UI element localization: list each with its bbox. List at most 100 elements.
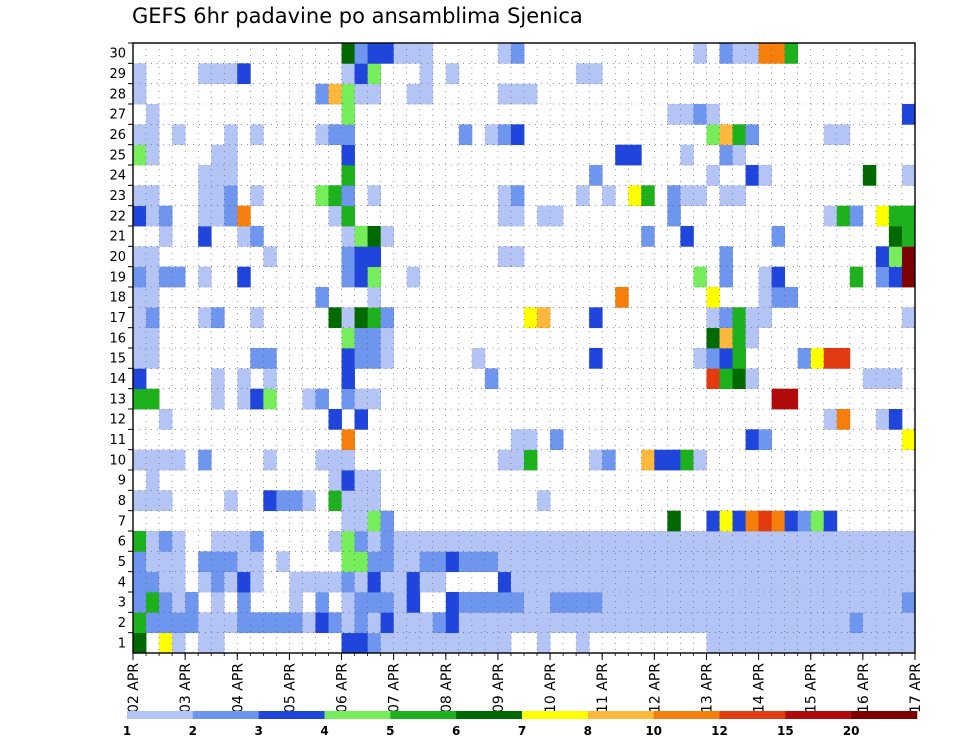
heatmap-cell	[497, 612, 512, 634]
colorbar-label: 10	[645, 724, 662, 738]
heatmap-cell	[380, 307, 395, 329]
heatmap-cell	[537, 551, 551, 573]
heatmap-cell	[419, 83, 434, 105]
heatmap-cell	[667, 104, 681, 125]
heatmap-cell	[719, 612, 733, 634]
heatmap-cell	[875, 266, 890, 288]
heatmap-cell	[198, 307, 212, 329]
heatmap-cell	[250, 226, 264, 247]
heatmap-cell	[537, 592, 551, 613]
heatmap-cell	[432, 551, 447, 573]
heatmap-cell	[680, 571, 694, 593]
x-tick-label: 03 APR	[178, 663, 194, 713]
colorbar-label: 12	[711, 724, 728, 738]
y-tick-label: 25	[109, 148, 126, 163]
heatmap-cell	[875, 592, 890, 613]
heatmap-cell	[563, 592, 577, 613]
heatmap-cell	[250, 551, 264, 573]
heatmap-cell	[810, 592, 825, 613]
colorbar-label: 6	[452, 724, 460, 738]
heatmap-cell	[784, 612, 799, 634]
heatmap-cell	[888, 551, 903, 573]
heatmap-cell	[315, 83, 329, 105]
heatmap-cell	[641, 551, 655, 573]
y-tick-label: 20	[109, 250, 126, 265]
x-tick-label: 17 APR	[908, 663, 924, 713]
heatmap-cell	[172, 124, 186, 146]
y-tick-label: 11	[109, 433, 126, 448]
heatmap-cell	[797, 592, 812, 613]
heatmap-cell	[133, 531, 147, 552]
heatmap-cell	[172, 632, 186, 654]
heatmap-cell	[745, 429, 759, 451]
heatmap-cell	[380, 327, 395, 349]
heatmap-cell	[224, 205, 238, 227]
heatmap-cell	[315, 388, 329, 410]
heatmap-cell	[745, 307, 759, 329]
heatmap-cell	[133, 449, 147, 471]
heatmap-cell	[315, 592, 329, 613]
heatmap-cell	[146, 124, 160, 146]
heatmap-cell	[706, 307, 720, 329]
heatmap-cell	[745, 612, 759, 634]
heatmap-cell	[615, 551, 629, 573]
heatmap-cell	[133, 348, 147, 369]
heatmap-cell	[849, 612, 864, 634]
heatmap-cell	[497, 551, 512, 573]
heatmap-cell	[250, 185, 264, 207]
heatmap-cell	[758, 551, 773, 573]
heatmap-cell	[354, 409, 368, 430]
heatmap-cell	[133, 388, 147, 410]
heatmap-cell	[315, 449, 329, 471]
heatmap-cell	[836, 205, 851, 227]
colorbar-label: 3	[254, 724, 262, 738]
heatmap-cell	[784, 551, 799, 573]
heatmap-cell	[784, 388, 799, 410]
heatmap-cell	[758, 632, 773, 654]
heatmap-cell	[758, 510, 773, 532]
heatmap-cell	[419, 612, 434, 634]
heatmap-cell	[550, 531, 564, 552]
heatmap-cell	[406, 632, 421, 654]
heatmap-cell	[510, 612, 525, 634]
y-tick-label: 19	[109, 270, 126, 285]
heatmap-cell	[888, 246, 903, 268]
heatmap-cell	[849, 531, 864, 552]
heatmap-cell	[146, 104, 160, 125]
heatmap-cell	[367, 470, 382, 491]
heatmap-cell	[693, 551, 707, 573]
heatmap-cell	[133, 83, 147, 105]
heatmap-cell	[745, 551, 759, 573]
heatmap-cell	[706, 612, 720, 634]
colorbar-swatch	[127, 711, 194, 719]
heatmap-cell	[706, 327, 720, 349]
heatmap-cell	[732, 144, 746, 166]
heatmap-cell	[484, 592, 499, 613]
heatmap-cell	[224, 165, 238, 186]
heatmap-cell	[758, 287, 773, 308]
heatmap-cell	[146, 348, 160, 369]
heatmap-cell	[797, 348, 812, 369]
heatmap-cell	[628, 592, 642, 613]
heatmap-cell	[862, 531, 877, 552]
colorbar-label: 1	[123, 724, 131, 738]
heatmap-cell	[341, 368, 355, 390]
heatmap-cell	[563, 551, 577, 573]
heatmap-cell	[901, 592, 916, 613]
heatmap-cell	[328, 185, 342, 207]
heatmap-cell	[497, 531, 512, 552]
y-tick-label: 5	[118, 555, 126, 570]
heatmap-cell	[354, 348, 368, 369]
heatmap-cell	[510, 429, 525, 451]
heatmap-cell	[901, 104, 916, 125]
heatmap-cell	[354, 551, 368, 573]
heatmap-cell	[133, 592, 147, 613]
heatmap-cell	[602, 571, 616, 593]
heatmap-cell	[250, 531, 264, 552]
heatmap-cell	[810, 571, 825, 593]
heatmap-cell	[680, 144, 694, 166]
heatmap-cell	[471, 612, 486, 634]
heatmap-cell	[901, 226, 916, 247]
heatmap-cell	[250, 612, 264, 634]
heatmap-cell	[706, 510, 720, 532]
